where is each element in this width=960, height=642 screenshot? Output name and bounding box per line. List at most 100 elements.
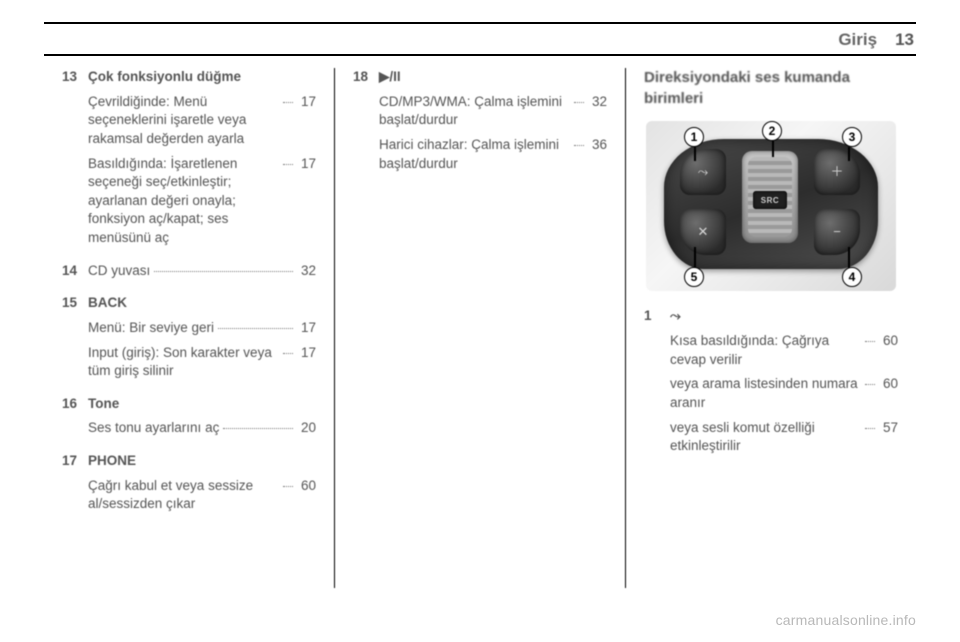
minus-icon: − (833, 223, 841, 241)
section-title: Giriş (838, 30, 877, 50)
header-right: Giriş 13 (838, 30, 914, 50)
item-heading: ▶/II (379, 68, 607, 87)
para-page: 32 (297, 262, 316, 281)
leader-dots (154, 271, 293, 272)
columns: 13 Çok fonksiyonlu düğme Çevrildiğinde: … (44, 68, 916, 588)
item-body: ⤳ Kısa basıldığında: Çağrıya cevap veril… (670, 307, 898, 461)
para-page: 17 (297, 155, 316, 174)
para-page: 36 (588, 136, 607, 155)
callout-lead (848, 247, 850, 269)
leader-dots (865, 428, 875, 429)
item-para: Kısa basıldığında: Çağrıya cevap verilir… (670, 332, 898, 369)
page-number: 13 (895, 30, 914, 50)
para-text: veya arama listesinden numara aranır (670, 375, 861, 412)
para-page: 17 (297, 319, 316, 338)
para-text: Input (giriş): Son karakter veya tüm gir… (88, 344, 279, 381)
leader-dots (865, 384, 875, 385)
item-17: 17 PHONE Çağrı kabul et veya sessize al/… (62, 452, 316, 520)
para-text: veya sesli komut özelliği etkinleştirili… (670, 419, 861, 456)
item-para: veya sesli komut özelliği etkinleştirili… (670, 419, 898, 456)
para-page: 32 (588, 93, 607, 112)
leader-dots (865, 341, 875, 342)
callout-lead (772, 141, 774, 157)
item-heading: BACK (88, 294, 316, 313)
item-para: Input (giriş): Son karakter veya tüm gir… (88, 344, 316, 381)
para-page: 20 (297, 419, 316, 438)
item-number: 13 (62, 68, 88, 254)
item-heading: PHONE (88, 452, 316, 471)
item-heading: ⤳ (670, 307, 898, 326)
para-text: Menü: Bir seviye geri (88, 319, 214, 338)
plus-icon: ＋ (830, 163, 843, 181)
column-3: Direksiyondaki ses kumanda birimleri SRC… (625, 68, 916, 588)
para-text: Basıldığında: İşaretlenen seçeneği seç/e… (88, 155, 279, 248)
para-page: 17 (297, 93, 316, 112)
leader-dots (574, 102, 584, 103)
item-body: ▶/II CD/MP3/WMA: Çalma işlemini başlat/d… (379, 68, 607, 179)
column-1: 13 Çok fonksiyonlu düğme Çevrildiğinde: … (44, 68, 334, 588)
item-body: BACK Menü: Bir seviye geri 17 Input (gir… (88, 294, 316, 387)
rule-top (44, 22, 916, 24)
manual-page: Giriş 13 13 Çok fonksiyonlu düğme Çevril… (0, 0, 960, 642)
item-para: Menü: Bir seviye geri 17 (88, 319, 316, 338)
item-number: 17 (62, 452, 88, 520)
callout-4: 4 (842, 267, 862, 287)
item-para: CD yuvası 32 (88, 262, 316, 281)
item-body: Tone Ses tonu ayarlarını aç 20 (88, 395, 316, 444)
para-page: 60 (879, 332, 898, 351)
leader-dots (574, 145, 584, 146)
item-para: veya arama listesinden numara aranır 60 (670, 375, 898, 412)
para-page: 60 (297, 477, 316, 496)
item-1: 1 ⤳ Kısa basıldığında: Çağrıya cevap ver… (644, 307, 898, 461)
item-number: 14 (62, 262, 88, 287)
para-text: Çevrildiğinde: Menü seçeneklerini işaret… (88, 93, 279, 149)
para-text: Harici cihazlar: Çalma işlemini başlat/d… (379, 136, 570, 173)
item-body: PHONE Çağrı kabul et veya sessize al/ses… (88, 452, 316, 520)
mute-icon: ✕ (698, 223, 709, 241)
callout-3: 3 (842, 127, 862, 147)
leader-dots (283, 164, 293, 165)
header-row: Giriş 13 (44, 30, 916, 54)
para-text: CD/MP3/WMA: Çalma işlemini başlat/durdur (379, 93, 570, 130)
callout-lead (694, 247, 696, 269)
leader-dots (223, 428, 293, 429)
item-body: Çok fonksiyonlu düğme Çevrildiğinde: Men… (88, 68, 316, 254)
item-16: 16 Tone Ses tonu ayarlarını aç 20 (62, 395, 316, 444)
callout-5: 5 (684, 267, 704, 287)
callout-lead (694, 147, 696, 161)
para-page: 60 (879, 375, 898, 394)
leader-dots (283, 353, 293, 354)
para-page: 57 (879, 419, 898, 438)
callout-lead (848, 147, 850, 161)
item-body: CD yuvası 32 (88, 262, 316, 287)
src-button-label: SRC (753, 191, 787, 209)
item-number: 1 (644, 307, 670, 461)
item-number: 18 (353, 68, 379, 179)
item-para: CD/MP3/WMA: Çalma işlemini başlat/durdur… (379, 93, 607, 130)
item-number: 15 (62, 294, 88, 387)
item-para: Harici cihazlar: Çalma işlemini başlat/d… (379, 136, 607, 173)
item-14: 14 CD yuvası 32 (62, 262, 316, 287)
para-text: CD yuvası (88, 262, 150, 281)
item-para: Basıldığında: İşaretlenen seçeneği seç/e… (88, 155, 316, 248)
leader-dots (283, 486, 293, 487)
item-18: 18 ▶/II CD/MP3/WMA: Çalma işlemini başla… (353, 68, 607, 179)
item-heading: Tone (88, 395, 316, 414)
item-heading: Çok fonksiyonlu düğme (88, 68, 316, 87)
phone-icon: ⤳ (698, 163, 708, 181)
item-para: Çevrildiğinde: Menü seçeneklerini işaret… (88, 93, 316, 149)
para-page: 17 (297, 344, 316, 363)
item-13: 13 Çok fonksiyonlu düğme Çevrildiğinde: … (62, 68, 316, 254)
para-text: Kısa basıldığında: Çağrıya cevap verilir (670, 332, 861, 369)
leader-dots (218, 328, 293, 329)
para-text: Çağrı kabul et veya sessize al/sessizden… (88, 477, 279, 514)
item-number: 16 (62, 395, 88, 444)
callout-2: 2 (762, 121, 782, 141)
rule-bottom (44, 54, 916, 56)
item-15: 15 BACK Menü: Bir seviye geri 17 Input (… (62, 294, 316, 387)
column-2: 18 ▶/II CD/MP3/WMA: Çalma işlemini başla… (334, 68, 625, 588)
watermark: carmanualsonline.info (776, 612, 916, 628)
item-para: Çağrı kabul et veya sessize al/sessizden… (88, 477, 316, 514)
item-para: Ses tonu ayarlarını aç 20 (88, 419, 316, 438)
leader-dots (283, 102, 293, 103)
